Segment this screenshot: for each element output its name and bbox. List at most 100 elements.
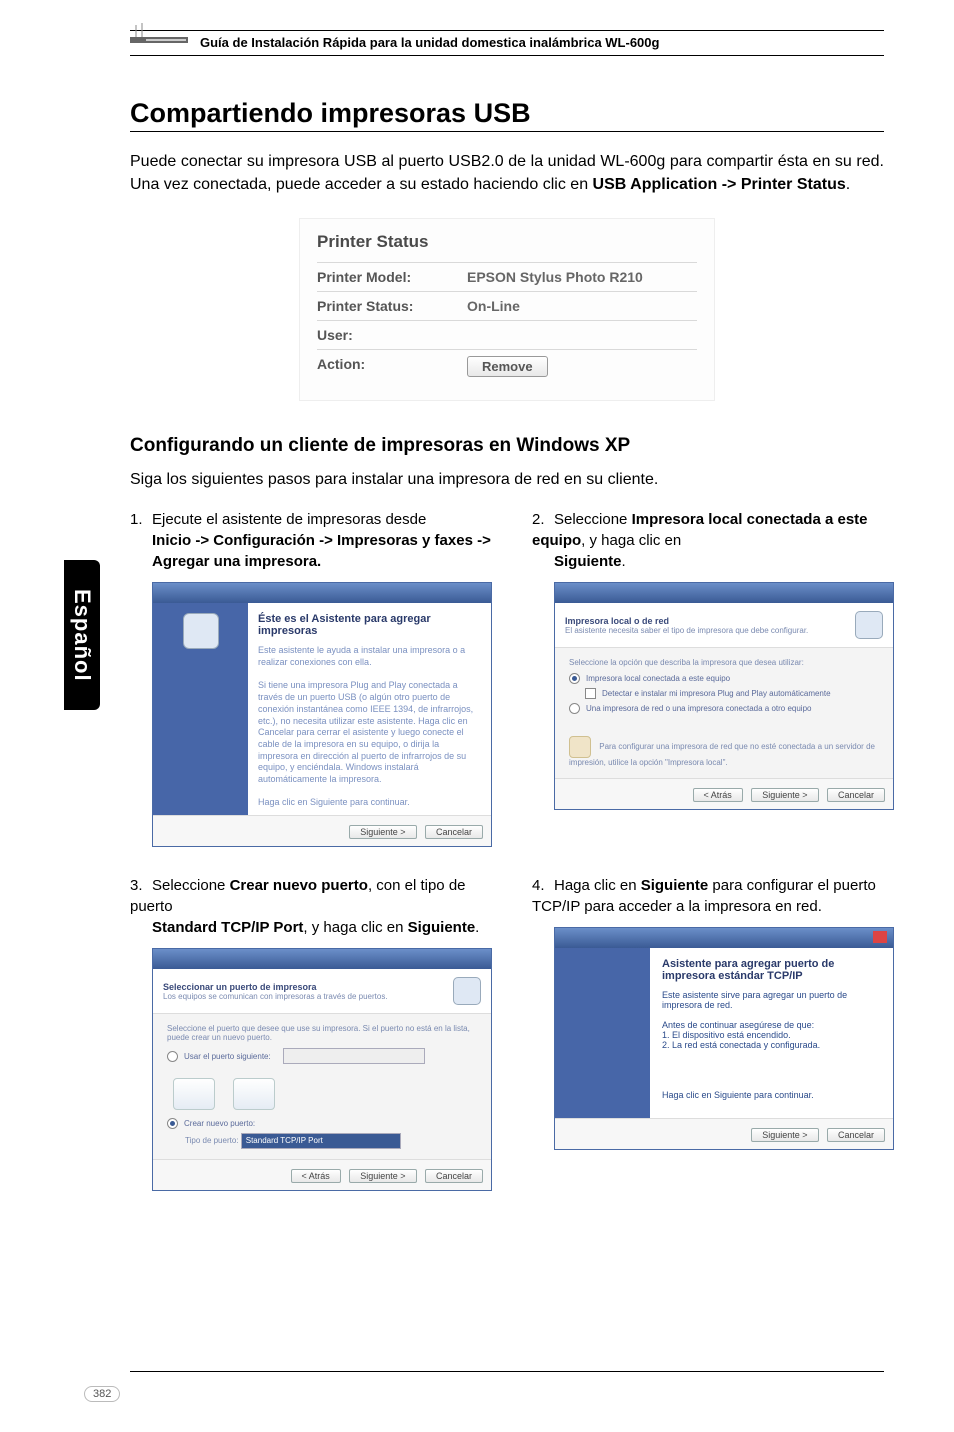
wizard-titlebar bbox=[555, 583, 893, 603]
step-4-num: 4. bbox=[532, 875, 554, 896]
wizard-back-button[interactable]: < Atrás bbox=[291, 1169, 341, 1183]
wizard3-title: Seleccionar un puerto de impresora bbox=[163, 982, 388, 992]
port-diagram bbox=[173, 1078, 477, 1110]
wizard2-instruction: Seleccione la opción que describa la imp… bbox=[569, 658, 879, 667]
wizard3-instruction: Seleccione el puerto que desee que use s… bbox=[167, 1024, 477, 1042]
step-4-t1: Haga clic en bbox=[554, 877, 641, 894]
ps-label-status: Printer Status: bbox=[317, 298, 467, 314]
wizard3-subtitle: Los equipos se comunican con impresoras … bbox=[163, 992, 388, 1001]
wizard-cancel-button[interactable]: Cancelar bbox=[425, 825, 483, 839]
info-icon bbox=[569, 736, 591, 758]
steps-row-2: 3.Seleccione Crear nuevo puerto, con el … bbox=[130, 875, 884, 1219]
wizard4-title: Asistente para agregar puerto de impreso… bbox=[662, 958, 881, 982]
printer-wizard-icon bbox=[183, 613, 219, 649]
radio-create-port[interactable] bbox=[167, 1118, 178, 1129]
radio-use-port-label: Usar el puerto siguiente: bbox=[184, 1052, 271, 1061]
step-2-body: Seleccione bbox=[554, 511, 632, 528]
wizard2-hint: Para configurar una impresora de red que… bbox=[569, 742, 875, 767]
port-type-combo[interactable]: Standard TCP/IP Port bbox=[241, 1133, 401, 1149]
radio-network-label: Una impresora de red o una impresora con… bbox=[586, 704, 811, 713]
wizard2-subtitle: El asistente necesita saber el tipo de i… bbox=[565, 626, 808, 635]
radio-create-port-label: Crear nuevo puerto: bbox=[184, 1119, 255, 1128]
step-2-bold2: Siguiente bbox=[554, 553, 622, 570]
section-subhead: Configurando un cliente de impresoras en… bbox=[130, 435, 884, 457]
computer-shape-icon bbox=[233, 1078, 275, 1110]
section-lead: Siga los siguientes pasos para instalar … bbox=[130, 471, 884, 489]
wizard2-title: Impresora local o de red bbox=[565, 616, 808, 626]
wizard-screenshot-1: Éste es el Asistente para agregar impres… bbox=[152, 582, 492, 847]
step-3-mid2: , y haga clic en bbox=[303, 919, 407, 936]
printer-status-row-action: Action: Remove bbox=[317, 349, 697, 383]
steps-row-1: 1.Ejecute el asistente de impresoras des… bbox=[130, 509, 884, 875]
port-dropdown-disabled bbox=[283, 1048, 425, 1064]
step-3-end: . bbox=[475, 919, 479, 936]
wizard-screenshot-3: Seleccionar un puerto de impresora Los e… bbox=[152, 948, 492, 1191]
wizard-next-button[interactable]: Siguiente > bbox=[349, 1169, 416, 1183]
radio-use-port[interactable] bbox=[167, 1051, 178, 1062]
page-title: Compartiendo impresoras USB bbox=[130, 98, 884, 132]
wizard-titlebar bbox=[153, 583, 491, 603]
step-1-num: 1. bbox=[130, 509, 152, 530]
wizard-side-panel bbox=[555, 948, 650, 1118]
ps-value-user bbox=[467, 327, 697, 343]
wizard-next-button[interactable]: Siguiente > bbox=[349, 825, 416, 839]
step-1-text: 1.Ejecute el asistente de impresoras des… bbox=[130, 509, 492, 572]
wizard-side-panel bbox=[153, 603, 248, 815]
printer-status-row: Printer Model: EPSON Stylus Photo R210 bbox=[317, 262, 697, 291]
radio-network-printer[interactable] bbox=[569, 703, 580, 714]
doc-header: Guía de Instalación Rápida para la unida… bbox=[130, 30, 884, 56]
step-3-bold3: Siguiente bbox=[408, 919, 476, 936]
step-3-num: 3. bbox=[130, 875, 152, 896]
ps-label-model: Printer Model: bbox=[317, 269, 467, 285]
close-icon[interactable] bbox=[873, 931, 887, 943]
step-3-bold1: Crear nuevo puerto bbox=[230, 877, 368, 894]
step-1-bold: Inicio -> Configuración -> Impresoras y … bbox=[152, 532, 491, 570]
step-4-text: 4.Haga clic en Siguiente para configurar… bbox=[532, 875, 894, 917]
wizard-cancel-button[interactable]: Cancelar bbox=[425, 1169, 483, 1183]
wizard-cancel-button[interactable]: Cancelar bbox=[827, 788, 885, 802]
wizard-titlebar bbox=[555, 928, 893, 948]
port-type-row: Tipo de puerto: Standard TCP/IP Port bbox=[185, 1133, 477, 1149]
wizard-screenshot-2: Impresora local o de red El asistente ne… bbox=[554, 582, 894, 810]
checkbox-pnp[interactable] bbox=[585, 688, 596, 699]
header-text: Guía de Instalación Rápida para la unida… bbox=[200, 35, 659, 50]
intro-paragraph: Puede conectar su impresora USB al puert… bbox=[130, 150, 884, 196]
intro-text-2: . bbox=[846, 176, 850, 193]
step-1-body: Ejecute el asistente de impresoras desde bbox=[152, 511, 426, 528]
radio-local-label: Impresora local conectada a este equipo bbox=[586, 674, 730, 683]
printer-shape-icon bbox=[173, 1078, 215, 1110]
ps-value-status: On-Line bbox=[467, 298, 697, 314]
language-side-tab: Español bbox=[64, 560, 100, 710]
remove-button[interactable]: Remove bbox=[467, 356, 548, 377]
printer-status-panel: Printer Status Printer Model: EPSON Styl… bbox=[299, 218, 715, 401]
ps-label-action: Action: bbox=[317, 356, 467, 377]
header-router-icon bbox=[130, 23, 190, 47]
ps-label-user: User: bbox=[317, 327, 467, 343]
ps-value-model: EPSON Stylus Photo R210 bbox=[467, 269, 697, 285]
step-3-t1: Seleccione bbox=[152, 877, 230, 894]
wizard4-body: Este asistente sirve para agregar un pue… bbox=[662, 990, 881, 1100]
wizard-next-button[interactable]: Siguiente > bbox=[751, 788, 818, 802]
wizard-cancel-button[interactable]: Cancelar bbox=[827, 1128, 885, 1142]
step-2-mid: , y haga clic en bbox=[581, 532, 681, 549]
printer-mini-icon bbox=[453, 977, 481, 1005]
checkbox-pnp-label: Detectar e instalar mi impresora Plug an… bbox=[602, 689, 831, 698]
step-2-end: . bbox=[622, 553, 626, 570]
wizard-screenshot-4: Asistente para agregar puerto de impreso… bbox=[554, 927, 894, 1150]
wizard-back-button[interactable]: < Atrás bbox=[693, 788, 743, 802]
step-2-text: 2.Seleccione Impresora local conectada a… bbox=[532, 509, 894, 572]
printer-status-heading: Printer Status bbox=[317, 232, 697, 252]
wizard-heading: Éste es el Asistente para agregar impres… bbox=[258, 613, 481, 637]
step-4-bold1: Siguiente bbox=[641, 877, 709, 894]
step-3-text: 3.Seleccione Crear nuevo puerto, con el … bbox=[130, 875, 492, 938]
printer-status-row: Printer Status: On-Line bbox=[317, 291, 697, 320]
footer-rule bbox=[130, 1371, 884, 1372]
printer-mini-icon bbox=[855, 611, 883, 639]
printer-status-row: User: bbox=[317, 320, 697, 349]
wizard-next-button[interactable]: Siguiente > bbox=[751, 1128, 818, 1142]
step-3-bold2: Standard TCP/IP Port bbox=[152, 919, 303, 936]
wizard-titlebar bbox=[153, 949, 491, 969]
radio-local-printer[interactable] bbox=[569, 673, 580, 684]
wizard-blur-text: Este asistente le ayuda a instalar una i… bbox=[258, 645, 481, 809]
page-number: 382 bbox=[84, 1386, 120, 1402]
